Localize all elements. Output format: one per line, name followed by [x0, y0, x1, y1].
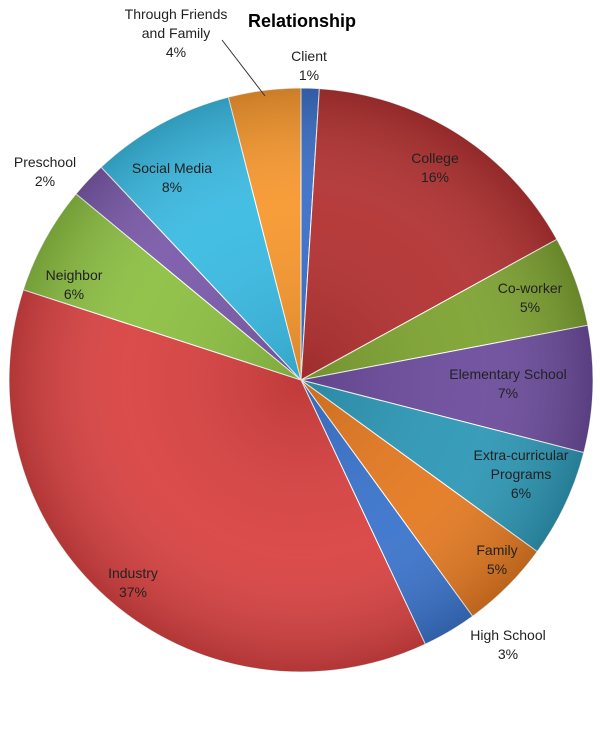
- chart-title: Relationship: [248, 11, 356, 31]
- data-label: Preschool 2%: [14, 154, 76, 189]
- data-label: College 16%: [411, 150, 459, 185]
- data-label: Co-worker 5%: [498, 280, 563, 315]
- data-label: Family 5%: [476, 542, 517, 577]
- data-label: Neighbor 6%: [46, 267, 103, 302]
- data-label: High School 3%: [470, 627, 546, 662]
- data-label: Social Media 8%: [132, 160, 212, 195]
- data-label: Through Friends and Family 4%: [125, 6, 228, 60]
- leader-line: [221, 39, 266, 97]
- data-label: Client 1%: [291, 48, 327, 83]
- data-label: Extra-curricular Programs 6%: [474, 447, 569, 501]
- data-label: Elementary School 7%: [449, 366, 567, 401]
- data-label: Industry 37%: [108, 565, 158, 600]
